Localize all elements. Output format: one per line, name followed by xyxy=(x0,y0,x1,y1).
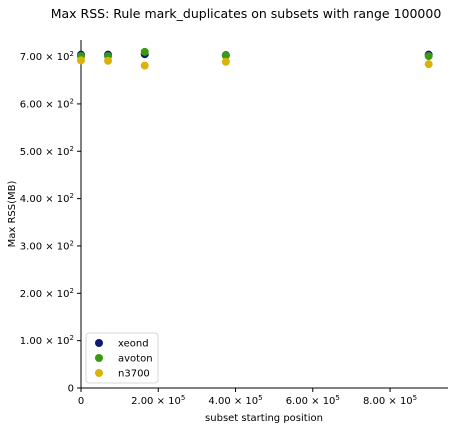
legend-label-xeond: xeond xyxy=(118,339,149,350)
point-avoton xyxy=(424,52,433,61)
legend: xeond avoton n3700 xyxy=(85,332,159,384)
y-tick-label: 2.00 × 102 xyxy=(20,287,74,300)
point-n3700 xyxy=(104,56,113,65)
x-tick-label: 8.00 × 105 xyxy=(363,394,417,407)
y-tick-label: 6.00 × 102 xyxy=(20,97,74,110)
x-axis-label: subset starting position xyxy=(205,413,323,424)
legend-box xyxy=(85,332,159,384)
axes xyxy=(80,40,448,389)
x-tick-label: 2.00 × 105 xyxy=(131,394,185,407)
point-n3700 xyxy=(77,56,85,65)
x-tick-label: 6.00 × 105 xyxy=(286,394,340,407)
x-tick-label: 0 xyxy=(78,396,84,407)
x-ticks: 0 2.00 × 105 4.00 × 105 6.00 × 105 8.00 × 10… xyxy=(78,388,417,407)
point-avoton xyxy=(221,51,230,60)
y-tick-label: 5.00 × 102 xyxy=(20,145,74,158)
legend-label-avoton: avoton xyxy=(118,354,153,365)
point-avoton xyxy=(140,47,149,56)
point-n3700 xyxy=(140,61,149,70)
y-tick-label: 3.00 × 102 xyxy=(20,239,74,252)
y-ticks: 0 1.00 × 102 2.00 × 102 3.00 × 102 4.00 × 10… xyxy=(20,50,81,395)
y-tick-label: 4.00 × 102 xyxy=(20,192,74,205)
legend-marker-n3700 xyxy=(95,369,103,377)
y-tick-label: 0 xyxy=(68,384,74,395)
y-axis-label: Max RSS(MB) xyxy=(7,181,18,248)
x-tick-label: 4.00 × 105 xyxy=(208,394,262,407)
legend-label-n3700: n3700 xyxy=(118,369,150,380)
chart-title: Max RSS: Rule mark_duplicates on subsets… xyxy=(51,6,442,21)
data-points xyxy=(77,47,433,70)
legend-marker-avoton xyxy=(95,354,103,362)
point-n3700 xyxy=(424,60,433,69)
point-n3700 xyxy=(221,57,230,66)
legend-marker-xeond xyxy=(95,339,103,347)
y-tick-label: 1.00 × 102 xyxy=(20,334,74,347)
y-tick-label: 7.00 × 102 xyxy=(20,50,74,63)
